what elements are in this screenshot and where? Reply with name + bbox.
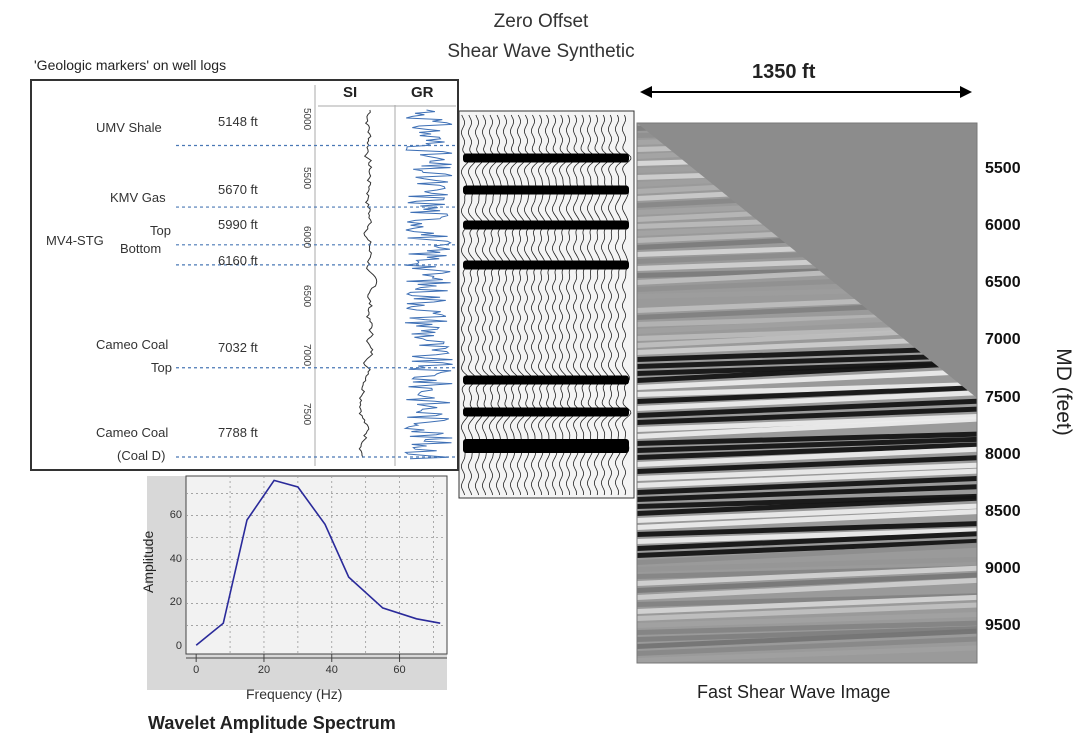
spectrum-title: Wavelet Amplitude Spectrum [148, 713, 396, 733]
synthetic-traces [460, 114, 632, 496]
md-tick-8000: 8000 [985, 445, 1021, 463]
depth-tick-7500: 7500 [301, 403, 312, 426]
well-log-frame [30, 79, 459, 471]
marker-top-name: Top [150, 223, 171, 238]
md-tick-6000: 6000 [985, 217, 1021, 235]
marker-coal-d-name: Cameo Coal [96, 425, 169, 440]
spectrum-ytick-60: 60 [169, 508, 182, 521]
marker-bottom-depth: 6160 ft [218, 253, 258, 268]
marker-cameo-top-depth: 7032 ft [218, 340, 258, 355]
spectrum-xtick-60: 60 [393, 664, 406, 676]
marker-kmv-gas-depth: 5670 ft [218, 182, 258, 197]
spectrum-grid [186, 476, 447, 654]
well-log-title: 'Geologic markers' on well logs [34, 57, 227, 73]
spectrum-ylabel-wrap: Amplitude [140, 531, 156, 593]
gr-log-trace [403, 109, 453, 460]
spectrum-xtick-0: 0 [193, 664, 200, 676]
image-mask-triangle [637, 123, 977, 398]
mv4-stg-label: MV4-STG [46, 233, 104, 248]
gr-track-label: GR [411, 84, 434, 101]
depth-tick-6500: 6500 [301, 285, 312, 308]
depth-tick-7000: 7000 [301, 344, 312, 367]
spectrum-plot-area [185, 475, 448, 655]
image-width-label: 1350 ft [752, 61, 816, 83]
spectrum-ylabel: Amplitude [140, 530, 156, 593]
depth-tick-5500: 5500 [301, 167, 312, 190]
marker-coal-d-depth: 7788 ft [218, 425, 258, 440]
marker-cameo-top-name: Cameo Coal [96, 337, 169, 352]
marker-umv-shale-name: UMV Shale [96, 120, 162, 135]
md-tick-6500: 6500 [985, 274, 1021, 292]
spectrum-xlabel: Frequency (Hz) [246, 686, 343, 702]
fast-shear-wave-image [637, 123, 977, 663]
marker-top-depth: 5990 ft [218, 217, 258, 232]
depth-tick-6000: 6000 [301, 226, 312, 249]
depth-tick-5000: 5000 [301, 108, 312, 131]
md-tick-7500: 7500 [985, 388, 1021, 406]
marker-lines [176, 144, 455, 458]
spectrum-series-line [195, 479, 441, 646]
image-caption: Fast Shear Wave Image [697, 682, 891, 702]
spectrum-xtick-40: 40 [325, 664, 338, 676]
spectrum-ytick-0: 0 [175, 640, 182, 653]
si-log-trace [358, 109, 378, 458]
si-track-label: SI [343, 84, 358, 101]
synthetic-title-line2: Shear Wave Synthetic [447, 41, 635, 62]
md-tick-7000: 7000 [985, 331, 1021, 349]
spectrum-ytick-40: 40 [169, 552, 182, 565]
marker-bottom-name: Bottom [120, 241, 162, 256]
md-axis-label: MD (feet) [1052, 348, 1075, 436]
md-tick-9000: 9000 [985, 559, 1021, 577]
width-arrow [640, 86, 972, 98]
marker-cameo-top-sub: Top [151, 360, 172, 375]
marker-coal-d-sub: (Coal D) [117, 448, 166, 463]
md-tick-9500: 9500 [985, 617, 1021, 634]
spectrum-xtick-20: 20 [257, 664, 271, 676]
synthetic-title-line1: Zero Offset [493, 11, 589, 32]
md-tick-8500: 8500 [985, 502, 1021, 520]
marker-umv-shale-depth: 5148 ft [218, 114, 258, 129]
marker-kmv-gas-name: KMV Gas [110, 190, 166, 205]
md-tick-5500: 5500 [985, 160, 1021, 177]
spectrum-ytick-20: 20 [169, 596, 182, 609]
